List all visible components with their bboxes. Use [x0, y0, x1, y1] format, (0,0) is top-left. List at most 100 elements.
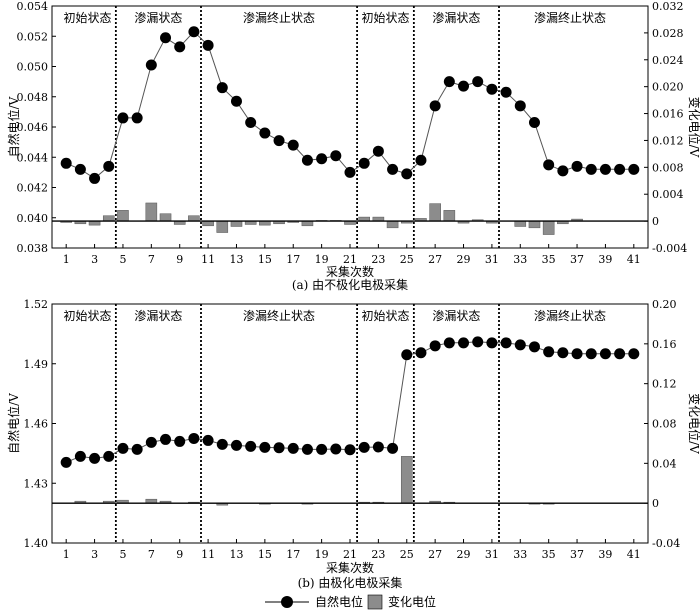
change-potential-bar [117, 210, 129, 222]
x-tick-label: 21 [343, 548, 357, 561]
x-tick-label: 1 [63, 253, 70, 266]
x-tick-label: 19 [315, 253, 329, 266]
x-tick-label: 3 [91, 253, 98, 266]
legend-label-natural-potential: 自然电位 [315, 594, 363, 609]
x-axis-label: 采集次数 [326, 264, 374, 279]
x-tick-label: 9 [176, 548, 183, 561]
change-potential-bar [188, 215, 200, 222]
phase-label: 渗漏状态 [432, 10, 480, 25]
y-left-tick-label: 1.49 [24, 358, 49, 371]
natural-potential-point [174, 41, 186, 53]
natural-potential-point [628, 348, 640, 360]
natural-potential-point [230, 439, 242, 451]
x-tick-label: 15 [258, 253, 272, 266]
x-tick-label: 27 [428, 253, 442, 266]
y-right-tick-label: 0 [652, 215, 659, 228]
natural-potential-point [89, 452, 101, 464]
natural-potential-point [599, 348, 611, 360]
y-left-tick-label: 0.040 [17, 212, 49, 225]
natural-potential-point [401, 349, 413, 361]
x-tick-label: 13 [229, 253, 243, 266]
chart-panel-b: 1.40 1.43 1.46 1.49 1.52 -0.04 0 0.04 0.08 0.12 0.… [6, 298, 700, 590]
y-left-tick-label: 0.052 [17, 30, 49, 43]
change-potential-bar [429, 203, 441, 222]
natural-potential-point [131, 112, 143, 124]
natural-potential-point [472, 336, 484, 348]
y-right-tick-label: 0.008 [652, 161, 684, 174]
natural-potential-point [89, 172, 101, 184]
natural-potential-point [387, 163, 399, 175]
natural-potential-point [301, 154, 313, 166]
natural-potential-point [103, 160, 115, 172]
natural-potential-point [287, 139, 299, 151]
natural-potential-point [216, 438, 228, 450]
x-tick-label: 13 [229, 548, 243, 561]
y-left-tick-label: 0.042 [17, 182, 49, 195]
natural-potential-point [528, 116, 540, 128]
x-tick-label: 21 [343, 253, 357, 266]
natural-potential-point [358, 441, 370, 453]
x-tick-label: 31 [485, 548, 499, 561]
x-tick-label: 7 [148, 253, 155, 266]
natural-potential-point [330, 150, 342, 162]
change-potential-bar [230, 220, 243, 227]
natural-potential-point [514, 339, 526, 351]
y-right-tick-label: -0.004 [652, 242, 687, 255]
natural-potential-point [571, 160, 583, 172]
x-tick-label: 35 [542, 548, 556, 561]
y-left-axis-label: 自然电位/V [6, 393, 21, 454]
natural-potential-point [273, 442, 285, 454]
phase-label: 初始状态 [63, 11, 111, 25]
y-right-tick-label: 0 [652, 497, 659, 510]
change-potential-bar [216, 220, 229, 233]
natural-potential-point [585, 348, 597, 360]
x-tick-label: 29 [457, 548, 471, 561]
natural-potential-point [103, 450, 115, 462]
x-tick-label: 3 [91, 548, 98, 561]
y-right-tick-label: 0.004 [652, 188, 684, 201]
natural-potential-point [174, 435, 186, 447]
phase-label: 渗漏终止状态 [534, 308, 606, 323]
natural-potential-point [358, 157, 370, 169]
natural-potential-point [316, 153, 328, 165]
x-tick-label: 27 [428, 548, 442, 561]
phase-label: 渗漏状态 [134, 308, 182, 323]
x-tick-label: 41 [627, 253, 641, 266]
natural-potential-point [429, 340, 441, 352]
legend-marker-swatch [281, 596, 293, 608]
x-tick-label: 35 [542, 253, 556, 266]
phase-label: 渗漏状态 [432, 308, 480, 323]
x-tick-label: 41 [627, 548, 641, 561]
phase-label: 渗漏终止状态 [534, 10, 606, 25]
change-potential-bar [400, 456, 413, 504]
y-right-axis-label: 变化电位/V [687, 393, 700, 454]
y-left-tick-label: 1.52 [24, 298, 49, 311]
natural-potential-line [66, 30, 634, 180]
natural-potential-point [528, 341, 540, 353]
natural-potential-point [458, 80, 470, 92]
x-tick-label: 23 [371, 548, 385, 561]
natural-potential-point [245, 116, 257, 128]
y-right-axis-label: 变化电位/V [687, 97, 700, 158]
natural-potential-point [145, 436, 157, 448]
y-left-tick-label: 1.40 [24, 537, 49, 550]
natural-potential-point [230, 95, 242, 107]
natural-potential-point [543, 159, 555, 171]
natural-potential-point [557, 165, 569, 177]
x-tick-label: 5 [119, 548, 126, 561]
natural-potential-point [160, 433, 172, 445]
natural-potential-point [486, 337, 498, 349]
natural-potential-point [330, 443, 342, 455]
chart-caption: (b) 由极化电极采集 [298, 575, 403, 590]
x-tick-label: 29 [457, 253, 471, 266]
change-potential-bar [202, 220, 214, 227]
natural-potential-point [344, 166, 356, 178]
x-tick-label: 25 [400, 548, 414, 561]
x-tick-label: 7 [148, 548, 155, 561]
natural-potential-point [557, 347, 569, 359]
y-left-tick-label: 0.050 [17, 61, 49, 74]
natural-potential-point [60, 456, 72, 468]
x-tick-label: 37 [570, 253, 584, 266]
y-left-tick-label: 1.43 [24, 477, 49, 490]
